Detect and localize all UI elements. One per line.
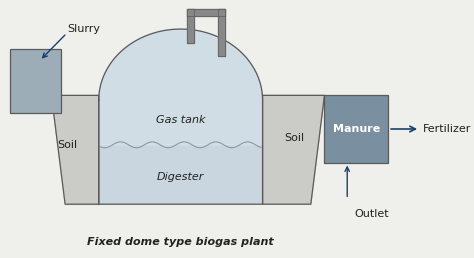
Polygon shape [188,9,225,16]
Bar [325,95,388,163]
Text: Digester: Digester [157,172,204,182]
Text: Slurry: Slurry [67,24,100,34]
Polygon shape [188,9,194,43]
Bar [10,49,61,113]
Polygon shape [99,29,263,145]
Text: Soil: Soil [57,140,77,150]
Polygon shape [263,95,325,204]
Text: Outlet: Outlet [355,209,389,219]
Text: Fertilizer: Fertilizer [423,124,471,134]
Text: Soil: Soil [284,133,304,143]
Text: Gas tank: Gas tank [156,115,205,125]
Polygon shape [219,9,225,56]
Text: Manure: Manure [333,124,380,134]
Polygon shape [52,95,99,204]
Polygon shape [99,29,263,204]
Text: Fixed dome type biogas plant: Fixed dome type biogas plant [87,237,274,247]
